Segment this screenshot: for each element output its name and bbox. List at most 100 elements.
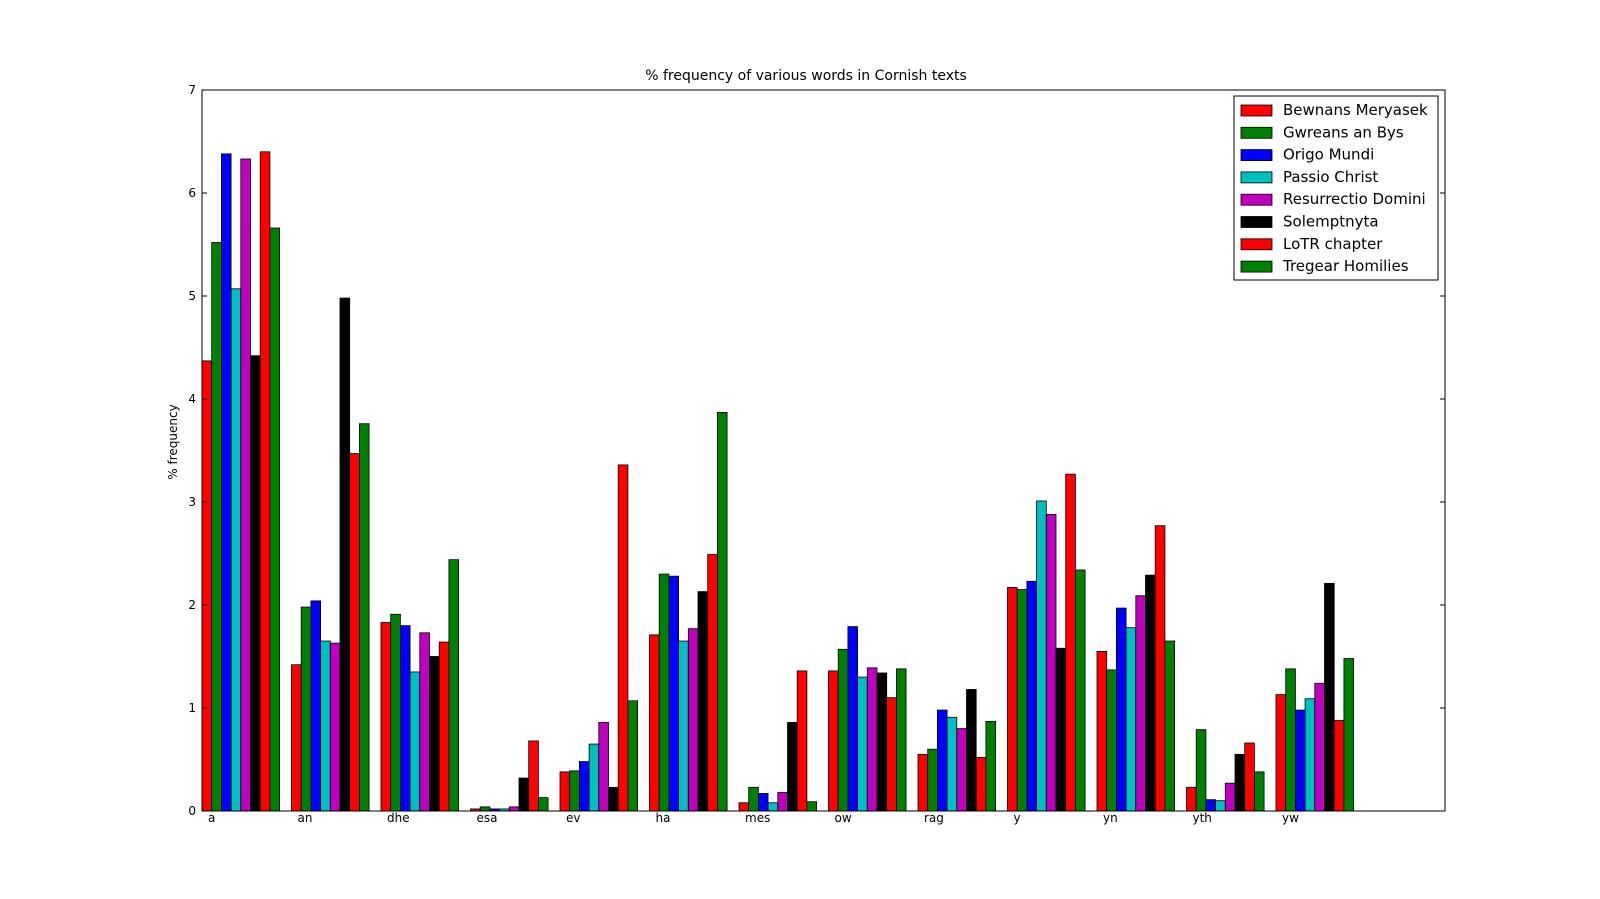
bar: [429, 656, 440, 812]
bar: [220, 153, 232, 812]
x-tick-label: ha: [656, 811, 671, 825]
y-tick-label: 0: [188, 804, 196, 818]
bar: [1145, 574, 1156, 812]
bar: [1224, 782, 1236, 812]
bar: [787, 722, 798, 812]
bar: [569, 770, 580, 812]
bar: [975, 757, 987, 812]
bars-group: [201, 151, 1355, 812]
legend-label: Origo Mundi: [1283, 146, 1374, 164]
bar: [966, 689, 977, 812]
legend-label: LoTR chapter: [1283, 235, 1383, 253]
bar: [658, 573, 670, 812]
plot-frame: [201, 89, 1446, 812]
bar: [608, 786, 619, 812]
x-tick-label: esa: [477, 811, 498, 825]
bar: [598, 722, 609, 812]
x-tick-label: yth: [1193, 811, 1212, 825]
x-ticks: a an dhe esa ev ha mes ow rag y yn yth yw: [208, 811, 1299, 825]
bar: [1195, 729, 1207, 812]
legend-swatch: [1240, 260, 1273, 273]
y-tick-label: 4: [188, 392, 196, 406]
bar: [1106, 669, 1117, 812]
bar: [617, 464, 629, 812]
bar: [300, 606, 312, 812]
bar: [738, 802, 750, 812]
x-tick-label: ow: [835, 811, 852, 825]
x-tick-label: y: [1014, 811, 1021, 825]
bar: [1314, 682, 1325, 812]
x-tick-label: yn: [1103, 811, 1118, 825]
bar: [1275, 694, 1287, 812]
bar: [828, 670, 839, 812]
bar: [678, 640, 689, 812]
x-tick-label: mes: [745, 811, 770, 825]
bar: [1186, 786, 1197, 812]
bar: [201, 360, 213, 812]
bar: [230, 288, 242, 812]
bar: [269, 227, 280, 812]
bar: [767, 802, 779, 812]
legend-label: Resurrectio Domini: [1283, 190, 1426, 208]
bar: [380, 622, 392, 812]
bar: [250, 355, 261, 812]
bar: [1075, 569, 1086, 812]
x-tick-label: ev: [566, 811, 580, 825]
legend-label: Tregear Homilies: [1282, 257, 1409, 275]
bar: [1304, 698, 1316, 812]
bar: [697, 591, 709, 812]
bar: [796, 670, 808, 812]
bar: [1016, 589, 1028, 812]
bar: [390, 613, 401, 812]
bar: [748, 786, 759, 812]
legend-swatch: [1240, 104, 1273, 117]
bar: [559, 771, 571, 812]
bar: [1007, 587, 1018, 812]
chart-title: % frequency of various words in Cornish …: [645, 68, 967, 84]
bar: [1234, 753, 1246, 812]
legend-swatch: [1240, 238, 1273, 251]
x-tick-label: an: [298, 811, 313, 825]
legend-swatch: [1240, 126, 1273, 139]
bar: [438, 641, 450, 812]
x-tick-label: rag: [924, 811, 944, 825]
bar: [399, 625, 411, 812]
bar: [1036, 500, 1047, 812]
bar: [837, 648, 849, 812]
bar: [538, 797, 549, 812]
bar: [518, 777, 530, 812]
bar: [310, 600, 321, 812]
bar: [917, 753, 929, 812]
bar: [1135, 595, 1146, 812]
bar: [320, 640, 331, 812]
bar: [627, 700, 639, 812]
bar: [927, 748, 938, 812]
y-tick-label: 2: [188, 598, 196, 612]
legend-label: Solemptnyta: [1283, 213, 1379, 231]
bar: [1215, 800, 1226, 812]
legend-label: Bewnans Meryasek: [1283, 101, 1428, 119]
bar: [579, 761, 590, 812]
bar: [806, 801, 818, 812]
bar: [707, 554, 718, 812]
y-tick-label: 1: [188, 701, 196, 715]
bar: [985, 720, 997, 812]
bar: [358, 423, 370, 812]
bar: [758, 793, 769, 812]
bar: [1055, 647, 1067, 812]
bar: [1285, 668, 1296, 812]
bar: [419, 632, 430, 812]
y-tick-label: 3: [188, 495, 196, 509]
legend: Bewnans Meryasek Gwreans an Bys Origo Mund…: [1233, 95, 1439, 281]
bar: [777, 792, 788, 812]
y-tick-label: 5: [188, 289, 196, 303]
y-tick-label: 7: [188, 83, 196, 97]
bar: [349, 453, 360, 812]
bar: [1324, 582, 1335, 812]
x-tick-label: a: [208, 811, 215, 825]
bar: [896, 668, 907, 812]
y-axis-label: % frequency: [166, 404, 180, 479]
bar: [1254, 771, 1265, 812]
bar: [1205, 799, 1217, 812]
